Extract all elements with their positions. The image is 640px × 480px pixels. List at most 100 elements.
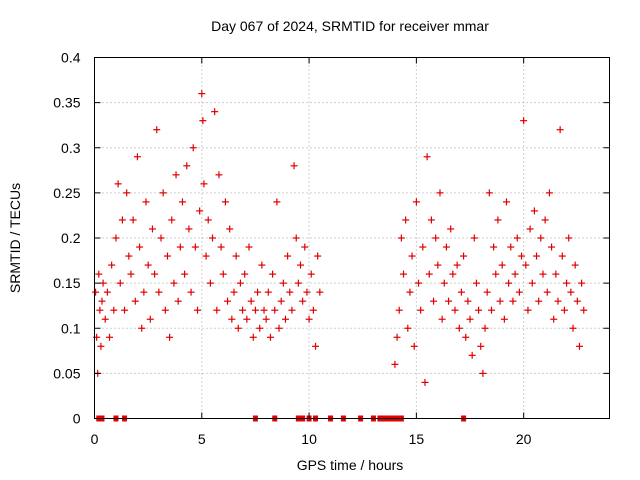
data-point — [457, 288, 465, 296]
data-point — [254, 288, 262, 296]
data-point — [305, 315, 313, 323]
x-tick-label: 0 — [91, 431, 99, 447]
data-point — [490, 243, 498, 251]
data-point — [131, 297, 139, 305]
y-tick-label: 0.1 — [61, 320, 81, 336]
data-point — [161, 306, 169, 314]
data-point — [234, 324, 242, 332]
data-point — [410, 342, 418, 350]
data-point — [153, 126, 161, 134]
data-point — [554, 297, 562, 305]
data-point — [556, 126, 564, 134]
data-point — [228, 315, 236, 323]
data-point — [294, 279, 302, 287]
data-point — [522, 261, 530, 269]
data-point — [157, 234, 165, 242]
data-point — [436, 189, 444, 197]
data-point — [144, 261, 152, 269]
data-point — [571, 261, 579, 269]
data-point — [395, 306, 403, 314]
data-point — [114, 180, 122, 188]
data-point — [466, 315, 474, 323]
data-point — [279, 279, 287, 287]
data-point — [266, 333, 274, 341]
data-point — [427, 216, 435, 224]
data-point — [464, 297, 472, 305]
data-point — [487, 306, 495, 314]
data-point — [492, 270, 500, 278]
data-point — [307, 270, 315, 278]
data-point — [537, 234, 545, 242]
data-point — [116, 279, 124, 287]
data-point — [185, 225, 193, 233]
data-point — [163, 252, 171, 260]
data-point — [496, 297, 504, 305]
data-point — [148, 225, 156, 233]
data-point — [440, 279, 448, 287]
data-point — [548, 243, 556, 251]
data-point — [552, 270, 560, 278]
y-tick-label: 0.15 — [53, 275, 80, 291]
data-point — [288, 306, 296, 314]
data-point — [95, 270, 103, 278]
data-point — [108, 261, 116, 269]
data-point — [129, 216, 137, 224]
data-point — [155, 288, 163, 296]
data-point — [92, 288, 100, 296]
data-point — [286, 288, 294, 296]
data-point — [256, 324, 264, 332]
data-point — [96, 306, 104, 314]
data-point — [101, 315, 109, 323]
data-point — [560, 306, 568, 314]
data-point — [215, 171, 223, 179]
data-point — [123, 189, 131, 197]
data-point — [281, 315, 289, 323]
data-point — [580, 306, 588, 314]
x-tick-label: 15 — [409, 431, 425, 447]
data-point — [106, 333, 114, 341]
data-point — [170, 279, 178, 287]
y-tick-labels: 0 0.05 0.1 0.15 0.2 0.25 0.3 0.35 0.4 — [53, 50, 80, 427]
data-point — [174, 297, 182, 305]
data-point — [112, 234, 120, 242]
data-point — [442, 243, 450, 251]
data-point — [136, 243, 144, 251]
data-point — [485, 189, 493, 197]
data-point — [142, 198, 150, 206]
data-point — [412, 198, 420, 206]
data-point — [462, 333, 470, 341]
data-point — [526, 225, 534, 233]
data-point — [400, 270, 407, 278]
grid-lines — [94, 57, 610, 419]
data-point — [204, 216, 212, 224]
y-tick-label: 0.3 — [61, 140, 81, 156]
data-point — [513, 234, 521, 242]
x-tick-label: 5 — [198, 431, 206, 447]
data-point — [423, 153, 431, 161]
data-point — [563, 279, 571, 287]
data-point — [541, 216, 549, 224]
data-point — [533, 252, 541, 260]
data-point — [453, 261, 461, 269]
data-point — [297, 261, 304, 269]
data-point — [269, 270, 277, 278]
y-tick-label: 0 — [73, 411, 81, 427]
data-point — [151, 270, 159, 278]
data-point — [275, 324, 283, 332]
data-point — [421, 378, 429, 386]
data-point — [140, 288, 148, 296]
data-point — [98, 297, 106, 305]
data-point — [447, 225, 455, 233]
data-point — [408, 252, 416, 260]
data-point — [99, 279, 107, 287]
data-point — [191, 243, 199, 251]
data-point — [206, 279, 214, 287]
data-point — [578, 279, 586, 287]
data-point — [483, 288, 491, 296]
data-point — [260, 306, 268, 314]
data-point — [438, 315, 446, 323]
y-tick-label: 0.05 — [53, 365, 80, 381]
data-point — [468, 351, 476, 359]
data-point — [573, 297, 581, 305]
data-point — [125, 252, 133, 260]
